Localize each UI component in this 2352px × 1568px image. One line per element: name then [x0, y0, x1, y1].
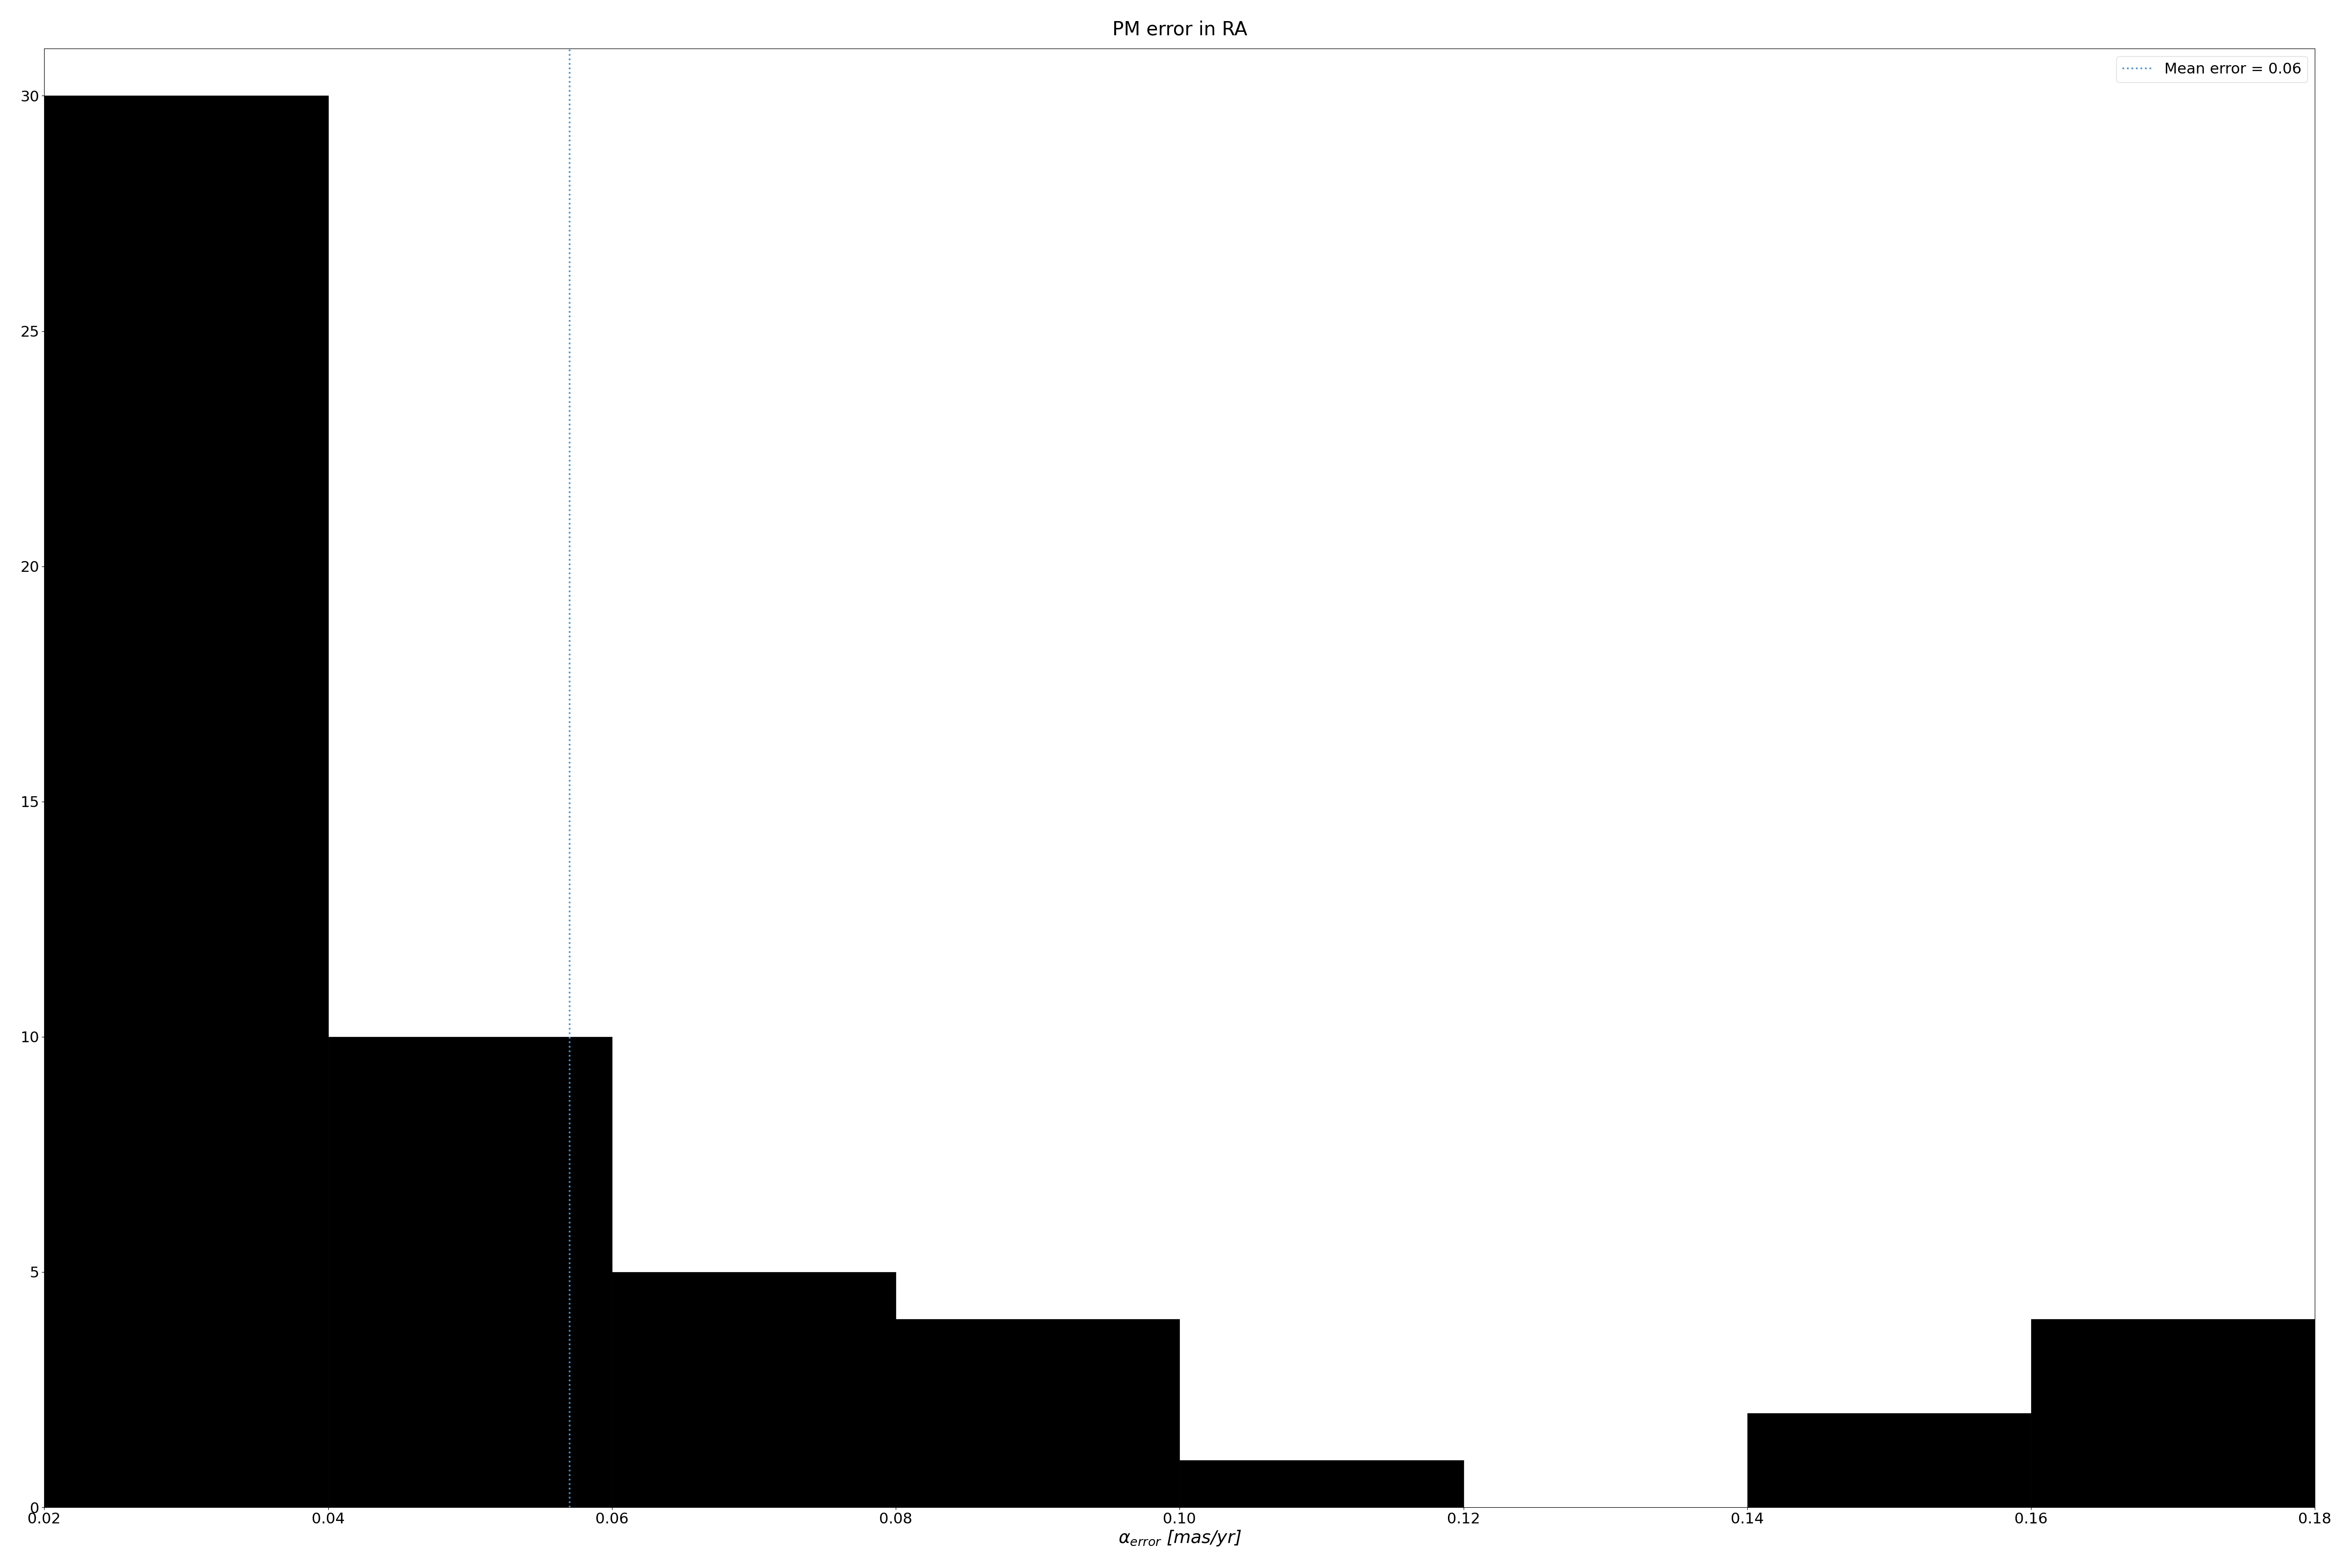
Bar [327, 1036, 612, 1507]
X-axis label: $\alpha_{error}$ [mas/yr]: $\alpha_{error}$ [mas/yr] [1117, 1529, 1242, 1548]
Title: PM error in RA: PM error in RA [1112, 20, 1247, 39]
Legend: Mean error = 0.06: Mean error = 0.06 [2117, 56, 2307, 83]
Bar [2314, 1460, 2352, 1507]
Bar [1748, 1413, 2032, 1507]
Bar [1181, 1460, 1463, 1507]
Bar [45, 96, 327, 1507]
Bar [612, 1272, 896, 1507]
Bar [2032, 1319, 2314, 1507]
Bar [896, 1319, 1181, 1507]
